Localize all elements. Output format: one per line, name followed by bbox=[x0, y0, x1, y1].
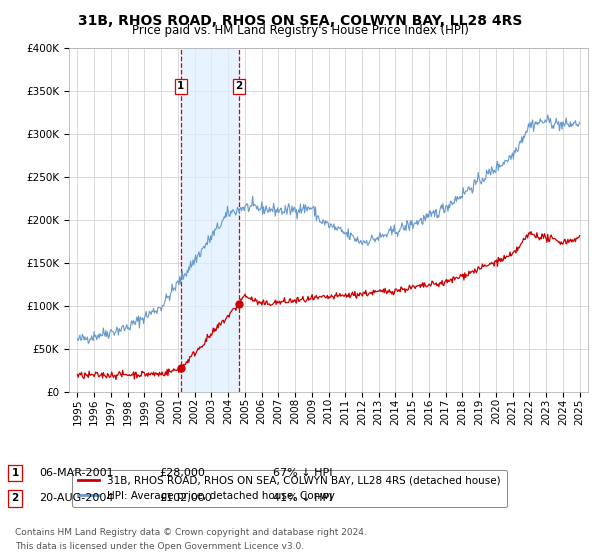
Text: £28,000: £28,000 bbox=[159, 468, 205, 478]
Text: 2: 2 bbox=[235, 81, 242, 91]
Legend: 31B, RHOS ROAD, RHOS ON SEA, COLWYN BAY, LL28 4RS (detached house), HPI: Average: 31B, RHOS ROAD, RHOS ON SEA, COLWYN BAY,… bbox=[71, 469, 507, 507]
Text: 2: 2 bbox=[11, 493, 19, 503]
Text: 1: 1 bbox=[177, 81, 184, 91]
Text: 20-AUG-2004: 20-AUG-2004 bbox=[39, 493, 113, 503]
Text: Price paid vs. HM Land Registry's House Price Index (HPI): Price paid vs. HM Land Registry's House … bbox=[131, 24, 469, 37]
Bar bbox=[181, 48, 239, 392]
Text: £102,000: £102,000 bbox=[159, 493, 212, 503]
Text: 06-MAR-2001: 06-MAR-2001 bbox=[39, 468, 113, 478]
Text: Contains HM Land Registry data © Crown copyright and database right 2024.: Contains HM Land Registry data © Crown c… bbox=[15, 528, 367, 536]
Text: 31B, RHOS ROAD, RHOS ON SEA, COLWYN BAY, LL28 4RS: 31B, RHOS ROAD, RHOS ON SEA, COLWYN BAY,… bbox=[78, 14, 522, 28]
Text: 41% ↓ HPI: 41% ↓ HPI bbox=[273, 493, 332, 503]
Text: 1: 1 bbox=[11, 468, 19, 478]
Text: This data is licensed under the Open Government Licence v3.0.: This data is licensed under the Open Gov… bbox=[15, 542, 304, 550]
Text: 67% ↓ HPI: 67% ↓ HPI bbox=[273, 468, 332, 478]
